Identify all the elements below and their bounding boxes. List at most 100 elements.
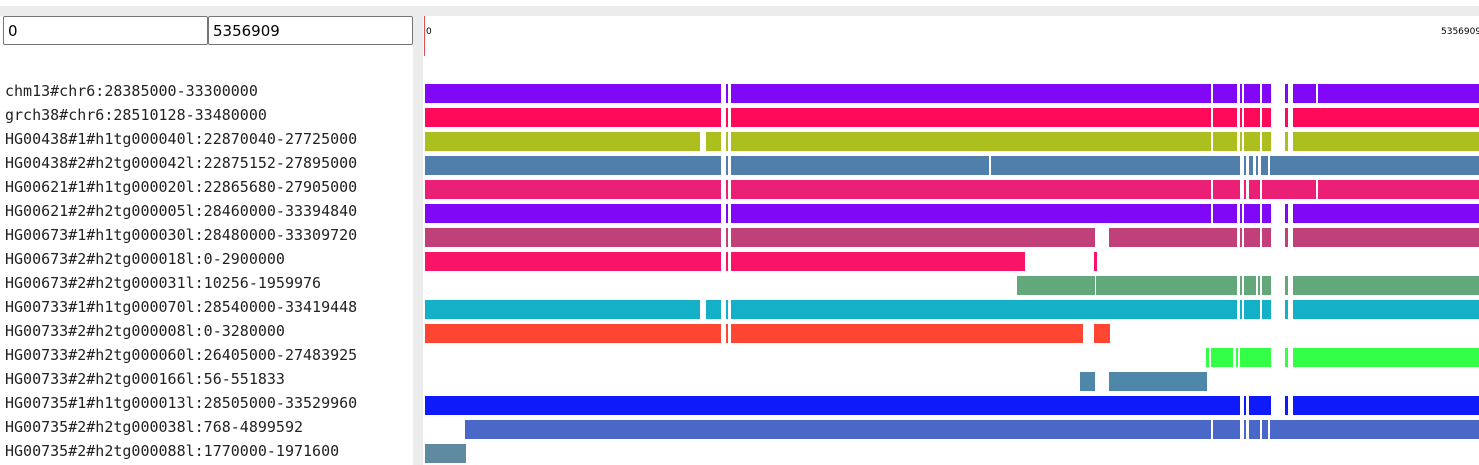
alignment-segment[interactable] — [706, 132, 721, 151]
alignment-segment[interactable] — [731, 132, 1211, 151]
alignment-segment[interactable] — [1318, 84, 1479, 103]
alignment-segment[interactable] — [726, 84, 728, 103]
alignment-segment[interactable] — [425, 204, 721, 223]
alignment-segment[interactable] — [1244, 180, 1246, 199]
alignment-segment[interactable] — [1262, 228, 1271, 247]
alignment-segment[interactable] — [1285, 132, 1288, 151]
alignment-segment[interactable] — [1094, 252, 1097, 271]
alignment-segment[interactable] — [1262, 180, 1316, 199]
alignment-segment[interactable] — [1293, 132, 1479, 151]
alignment-segment[interactable] — [425, 108, 721, 127]
alignment-segment[interactable] — [1318, 180, 1479, 199]
alignment-segment[interactable] — [726, 252, 728, 271]
alignment-segment[interactable] — [1109, 228, 1237, 247]
alignment-segment[interactable] — [425, 324, 721, 343]
range-start-input[interactable] — [3, 16, 208, 45]
alignment-segment[interactable] — [1240, 276, 1242, 295]
alignment-segment[interactable] — [1261, 156, 1268, 175]
alignment-segment[interactable] — [465, 420, 1211, 439]
alignment-segment[interactable] — [1240, 108, 1242, 127]
alignment-segment[interactable] — [731, 156, 989, 175]
alignment-segment[interactable] — [1285, 108, 1288, 127]
alignment-segment[interactable] — [1213, 132, 1237, 151]
alignment-segment[interactable] — [1244, 420, 1246, 439]
alignment-segment[interactable] — [1262, 108, 1271, 127]
alignment-segment[interactable] — [1285, 276, 1288, 295]
alignment-segment[interactable] — [726, 180, 728, 199]
alignment-segment[interactable] — [1293, 348, 1479, 367]
alignment-segment[interactable] — [1293, 396, 1479, 415]
alignment-segment[interactable] — [1258, 276, 1260, 295]
alignment-segment[interactable] — [991, 156, 1240, 175]
alignment-segment[interactable] — [731, 228, 1095, 247]
alignment-segment[interactable] — [1262, 300, 1271, 319]
alignment-segment[interactable] — [1270, 420, 1479, 439]
alignment-segment[interactable] — [425, 252, 721, 271]
alignment-segment[interactable] — [1256, 156, 1258, 175]
alignment-segment[interactable] — [1244, 204, 1260, 223]
alignment-segment[interactable] — [425, 84, 721, 103]
alignment-segment[interactable] — [1262, 84, 1271, 103]
alignment-segment[interactable] — [1240, 228, 1242, 247]
alignment-segment[interactable] — [1285, 396, 1288, 415]
alignment-segment[interactable] — [1096, 276, 1237, 295]
alignment-segment[interactable] — [1249, 180, 1260, 199]
alignment-segment[interactable] — [1285, 228, 1288, 247]
alignment-segment[interactable] — [1262, 204, 1271, 223]
alignment-segment[interactable] — [1240, 204, 1242, 223]
alignment-segment[interactable] — [425, 228, 721, 247]
alignment-segment[interactable] — [1109, 372, 1207, 391]
alignment-segment[interactable] — [726, 204, 728, 223]
alignment-segment[interactable] — [731, 180, 1211, 199]
alignment-segment[interactable] — [1236, 348, 1238, 367]
alignment-segment[interactable] — [726, 156, 728, 175]
alignment-segment[interactable] — [425, 156, 721, 175]
alignment-segment[interactable] — [1213, 180, 1240, 199]
alignment-segment[interactable] — [1244, 276, 1256, 295]
alignment-segment[interactable] — [1244, 84, 1260, 103]
alignment-segment[interactable] — [1213, 204, 1237, 223]
alignment-segment[interactable] — [1244, 132, 1260, 151]
alignment-segment[interactable] — [1244, 228, 1260, 247]
alignment-segment[interactable] — [1244, 156, 1246, 175]
alignment-segment[interactable] — [726, 228, 728, 247]
alignment-segment[interactable] — [1270, 156, 1479, 175]
alignment-segment[interactable] — [731, 84, 1211, 103]
alignment-segment[interactable] — [1240, 132, 1242, 151]
alignment-segment[interactable] — [1293, 276, 1479, 295]
alignment-segment[interactable] — [1285, 204, 1288, 223]
alignment-segment[interactable] — [706, 300, 721, 319]
alignment-segment[interactable] — [731, 300, 1237, 319]
alignment-segment[interactable] — [425, 444, 466, 463]
alignment-segment[interactable] — [1213, 420, 1240, 439]
alignment-segment[interactable] — [1240, 84, 1242, 103]
alignment-segment[interactable] — [1293, 228, 1479, 247]
alignment-segment[interactable] — [731, 324, 1083, 343]
alignment-segment[interactable] — [425, 132, 700, 151]
alignment-segment[interactable] — [425, 300, 700, 319]
alignment-segment[interactable] — [1211, 348, 1233, 367]
alignment-segment[interactable] — [1293, 84, 1316, 103]
alignment-segment[interactable] — [726, 132, 728, 151]
panel-divider[interactable] — [413, 16, 423, 465]
alignment-segment[interactable] — [1293, 300, 1479, 319]
alignment-segment[interactable] — [1249, 420, 1260, 439]
alignment-segment[interactable] — [731, 204, 1211, 223]
alignment-segment[interactable] — [1285, 84, 1288, 103]
alignment-segment[interactable] — [1249, 396, 1271, 415]
alignment-segment[interactable] — [1094, 324, 1110, 343]
alignment-segment[interactable] — [1262, 420, 1268, 439]
alignment-segment[interactable] — [1244, 108, 1260, 127]
alignment-segment[interactable] — [726, 108, 728, 127]
alignment-segment[interactable] — [1213, 108, 1237, 127]
alignment-segment[interactable] — [1262, 132, 1271, 151]
alignment-segment[interactable] — [1285, 300, 1288, 319]
alignment-segment[interactable] — [731, 252, 1025, 271]
alignment-segment[interactable] — [425, 180, 721, 199]
alignment-segment[interactable] — [425, 396, 1240, 415]
alignment-segment[interactable] — [1293, 204, 1479, 223]
alignment-segment[interactable] — [1206, 348, 1209, 367]
alignment-segment[interactable] — [1213, 84, 1237, 103]
alignment-segment[interactable] — [731, 108, 1211, 127]
alignment-segment[interactable] — [1240, 348, 1271, 367]
